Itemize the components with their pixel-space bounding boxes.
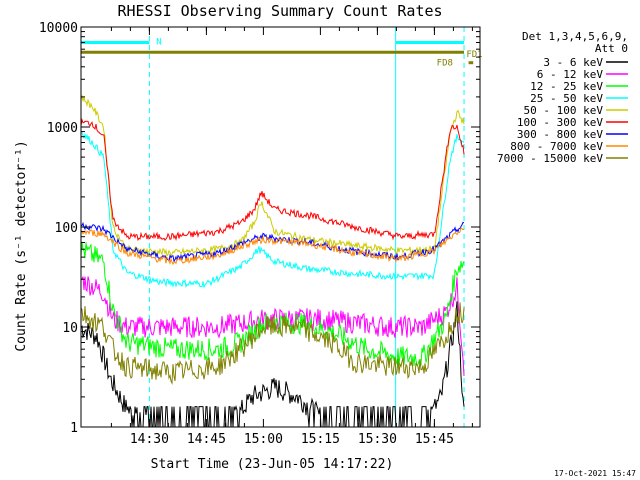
legend-label-2: 12 - 25 keV [530, 80, 603, 93]
annotation-0: N [156, 38, 161, 48]
axes: 14:30 14:45 15:00 15:15 15:30 15:45 1 10 100 1000… [39, 21, 481, 447]
legend-label-7: 800 - 7000 keV [510, 140, 603, 153]
legend-label-3: 25 - 50 keV [530, 92, 603, 105]
series-line-7 [81, 226, 465, 266]
x-tick-label-5: 15:45 [415, 432, 454, 447]
x-tick-label-1: 14:45 [187, 432, 226, 447]
y-tick-label-1: 10 [62, 321, 78, 336]
legend-label-5: 100 - 300 keV [517, 116, 603, 129]
legend-label-1: 6 - 12 keV [537, 68, 604, 81]
series-line-5 [81, 117, 465, 242]
y-tick-label-4: 10000 [39, 21, 78, 36]
y-tick-label-2: 100 [55, 221, 78, 236]
series-line-8 [81, 302, 465, 386]
plot-area: N FD1 FD8 [81, 27, 483, 427]
y-tick-label-0: 1 [70, 421, 78, 436]
legend-label-8: 7000 - 15000 keV [497, 152, 603, 165]
chart-title: RHESSI Observing Summary Count Rates [117, 2, 442, 20]
annotation-2: FD8 [437, 59, 453, 69]
footer-timestamp: 17-Oct-2021 15:47 [554, 469, 636, 478]
series-line-3 [81, 132, 465, 289]
legend-label-4: 50 - 100 keV [524, 104, 604, 117]
series-line-0 [81, 301, 465, 427]
series-line-4 [81, 94, 465, 257]
x-tick-label-2: 15:00 [244, 432, 283, 447]
x-tick-label-0: 14:30 [130, 432, 169, 447]
legend-label-6: 300 - 800 keV [517, 128, 603, 141]
x-tick-label-4: 15:30 [358, 432, 397, 447]
y-tick-label-3: 1000 [47, 121, 78, 136]
y-axis-label: Count Rate (s⁻¹ detector⁻¹) [14, 140, 29, 351]
legend-header-1: Att 0 [595, 42, 628, 55]
annotation-1: FD1 [466, 50, 482, 60]
x-tick-label-3: 15:15 [301, 432, 340, 447]
legend-label-0: 3 - 6 keV [543, 56, 603, 69]
legend-header-0: Det 1,3,4,5,6,9, [522, 30, 628, 43]
x-axis-label: Start Time (23-Jun-05 14:17:22) [151, 457, 394, 472]
